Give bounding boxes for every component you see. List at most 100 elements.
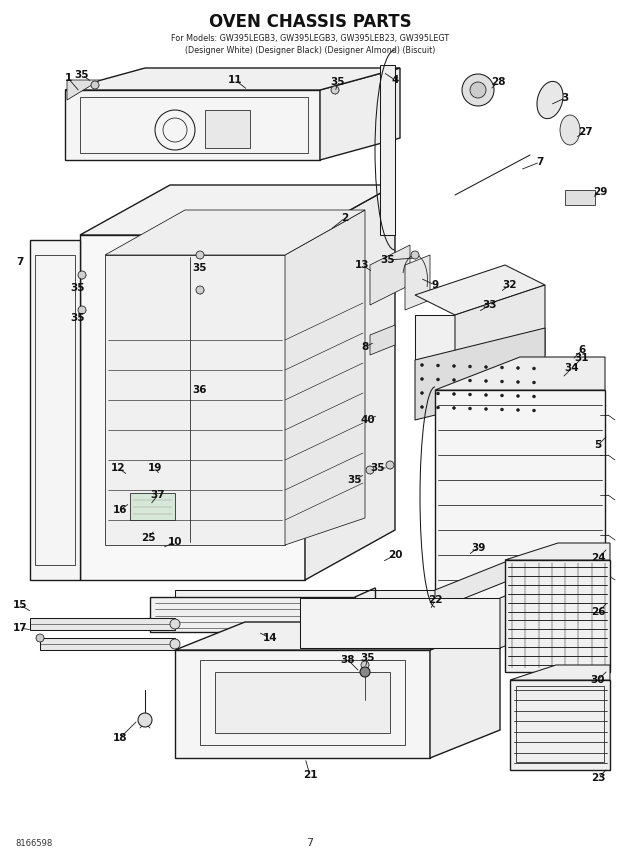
- Text: 35: 35: [361, 653, 375, 663]
- Circle shape: [516, 395, 520, 397]
- Circle shape: [91, 81, 99, 89]
- Polygon shape: [320, 68, 400, 160]
- Polygon shape: [435, 390, 605, 605]
- Polygon shape: [505, 560, 610, 672]
- Text: 6: 6: [578, 345, 586, 355]
- Text: 10: 10: [168, 537, 182, 547]
- Polygon shape: [305, 185, 395, 580]
- Circle shape: [484, 394, 487, 396]
- Circle shape: [420, 364, 423, 366]
- Circle shape: [484, 366, 487, 368]
- Circle shape: [170, 639, 180, 649]
- Text: 11: 11: [228, 75, 242, 85]
- Polygon shape: [67, 80, 100, 100]
- Circle shape: [436, 392, 440, 395]
- Circle shape: [484, 407, 487, 411]
- Text: 36: 36: [193, 385, 207, 395]
- Circle shape: [516, 366, 520, 370]
- Circle shape: [516, 381, 520, 383]
- Text: 35: 35: [381, 255, 396, 265]
- Text: 23: 23: [591, 773, 605, 783]
- Polygon shape: [405, 255, 430, 310]
- Circle shape: [516, 408, 520, 412]
- Polygon shape: [175, 590, 435, 610]
- Text: 29: 29: [593, 187, 607, 197]
- Text: 35: 35: [193, 263, 207, 273]
- Circle shape: [196, 286, 204, 294]
- Polygon shape: [105, 210, 365, 255]
- Text: 39: 39: [471, 543, 485, 553]
- Circle shape: [533, 381, 536, 384]
- Circle shape: [386, 461, 394, 469]
- Text: 26: 26: [591, 607, 605, 617]
- Ellipse shape: [537, 81, 563, 119]
- Polygon shape: [205, 110, 250, 148]
- Circle shape: [469, 365, 471, 368]
- Polygon shape: [510, 680, 610, 770]
- Text: 1: 1: [64, 73, 72, 83]
- Circle shape: [484, 379, 487, 383]
- Text: 35: 35: [75, 70, 89, 80]
- Text: 35: 35: [330, 77, 345, 87]
- Polygon shape: [430, 622, 500, 758]
- Text: 35: 35: [71, 283, 86, 293]
- Circle shape: [453, 365, 456, 367]
- Circle shape: [533, 409, 536, 412]
- Polygon shape: [455, 285, 545, 385]
- Polygon shape: [105, 255, 285, 545]
- Polygon shape: [435, 558, 515, 610]
- Polygon shape: [285, 210, 365, 545]
- Polygon shape: [30, 618, 175, 630]
- Ellipse shape: [560, 115, 580, 145]
- Circle shape: [500, 394, 503, 397]
- Polygon shape: [215, 672, 390, 733]
- Circle shape: [469, 379, 471, 382]
- Polygon shape: [505, 543, 610, 560]
- Text: 38: 38: [341, 655, 355, 665]
- Circle shape: [420, 406, 423, 408]
- Text: For Models: GW395LEGB3, GW395LEGB3, GW395LEB23, GW395LEGT: For Models: GW395LEGB3, GW395LEGB3, GW39…: [171, 33, 449, 43]
- Text: 7: 7: [536, 157, 544, 167]
- Text: 17: 17: [12, 623, 27, 633]
- Polygon shape: [130, 493, 175, 520]
- Text: 8166598: 8166598: [15, 839, 52, 847]
- Text: OVEN CHASSIS PARTS: OVEN CHASSIS PARTS: [209, 13, 411, 31]
- Polygon shape: [150, 597, 355, 632]
- Circle shape: [366, 466, 374, 474]
- Circle shape: [500, 380, 503, 383]
- Polygon shape: [65, 68, 400, 90]
- Circle shape: [500, 366, 503, 369]
- Circle shape: [78, 271, 86, 279]
- Text: 8: 8: [361, 342, 369, 352]
- Text: 28: 28: [491, 77, 505, 87]
- Circle shape: [533, 395, 536, 398]
- Polygon shape: [370, 245, 410, 305]
- Polygon shape: [500, 580, 545, 648]
- Polygon shape: [415, 265, 545, 315]
- Text: 14: 14: [263, 633, 277, 643]
- Circle shape: [470, 82, 486, 98]
- Text: 35: 35: [71, 313, 86, 323]
- Text: 18: 18: [113, 733, 127, 743]
- Circle shape: [453, 393, 456, 395]
- Text: 32: 32: [503, 280, 517, 290]
- Text: 24: 24: [591, 553, 605, 563]
- Text: 15: 15: [13, 600, 27, 610]
- Text: 37: 37: [151, 490, 166, 500]
- Polygon shape: [300, 598, 500, 648]
- Circle shape: [36, 634, 44, 642]
- Text: 19: 19: [148, 463, 162, 473]
- Circle shape: [500, 408, 503, 411]
- Text: 27: 27: [578, 127, 592, 137]
- Text: 4: 4: [391, 75, 399, 85]
- Text: 25: 25: [141, 533, 155, 543]
- Text: ReplacementParts.com: ReplacementParts.com: [220, 465, 340, 475]
- Circle shape: [196, 251, 204, 259]
- Text: 35: 35: [371, 463, 385, 473]
- Circle shape: [170, 619, 180, 629]
- Text: 31: 31: [575, 353, 589, 363]
- Circle shape: [420, 377, 423, 381]
- Polygon shape: [415, 328, 545, 420]
- Text: 2: 2: [342, 213, 348, 223]
- Polygon shape: [510, 665, 610, 680]
